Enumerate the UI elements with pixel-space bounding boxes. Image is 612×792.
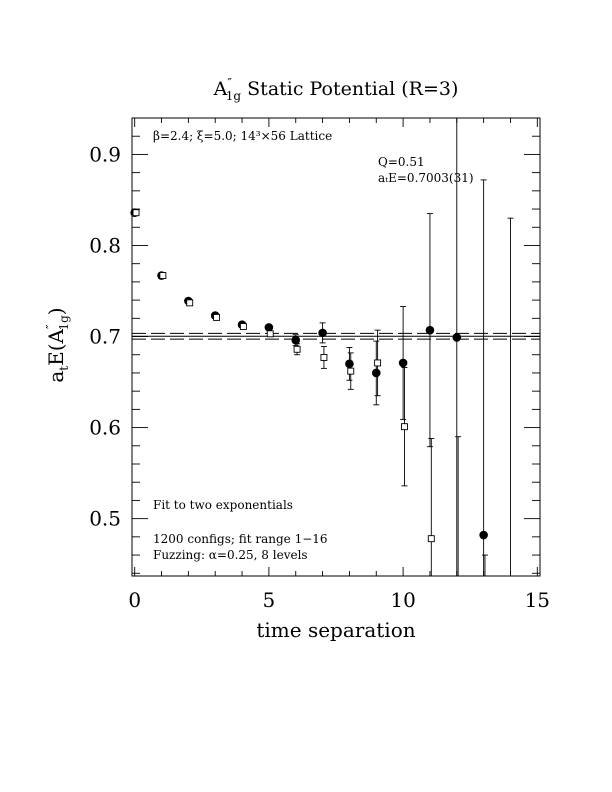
open-square-point (132, 209, 140, 217)
y-tick-labels: 0.5 0.6 0.7 0.8 0.9 (89, 142, 121, 530)
y-tick-label: 0.6 (89, 416, 121, 440)
lattice-annotation: β=2.4; ξ=5.0; 14³×56 Lattice (153, 129, 332, 143)
open-square-point (293, 345, 301, 353)
plot-frame (131, 117, 541, 577)
y-axis-label: atE(A″1g) (44, 307, 71, 382)
x-tick-label: 10 (390, 588, 415, 612)
error-bars (292, 118, 514, 576)
filled-circle-point (291, 335, 301, 345)
y-tick-label: 0.7 (89, 325, 121, 349)
y-tick-label: 0.9 (89, 142, 121, 166)
fit-value-annotation: aₜE=0.7003(31) (378, 171, 474, 185)
x-tick-label: 15 (525, 588, 550, 612)
q-annotation: Q=0.51 (378, 155, 425, 169)
filled-circle-point (425, 325, 435, 335)
x-tick-label: 5 (263, 588, 276, 612)
open-square-point (186, 299, 194, 307)
open-square-point (400, 423, 408, 431)
open-square-point (266, 330, 274, 338)
open-square-point (374, 359, 382, 367)
filled-circle-point (345, 359, 354, 369)
open-square-point (427, 535, 435, 543)
filled-circle-point (452, 333, 462, 342)
y-tick-label: 0.8 (89, 233, 121, 257)
open-square-point (320, 354, 328, 361)
open-square-point (347, 367, 355, 375)
configs-annotation: 1200 configs; fit range 1−16 (153, 532, 328, 546)
fuzzing-annotation: Fuzzing: α=0.25, 8 levels (153, 548, 308, 562)
fit-band (132, 332, 540, 340)
chart-title: A″ 1g Static Potential (R=3) (213, 76, 459, 103)
x-tick-labels: 0 5 10 15 (128, 588, 550, 612)
x-tick-label: 0 (128, 588, 141, 612)
filled-circle-point (318, 328, 327, 338)
open-square-point (239, 323, 247, 330)
filled-circle-point (479, 530, 488, 540)
y-tick-label: 0.5 (89, 507, 121, 531)
filled-circle-point (371, 368, 381, 378)
open-square-point (213, 313, 221, 321)
filled-circle-point (398, 358, 408, 368)
x-axis-label: time separation (256, 618, 415, 642)
open-square-point (159, 272, 167, 279)
fit-type-annotation: Fit to two exponentials (153, 498, 293, 512)
filled-circle-point (264, 323, 274, 332)
data-markers (130, 208, 488, 543)
